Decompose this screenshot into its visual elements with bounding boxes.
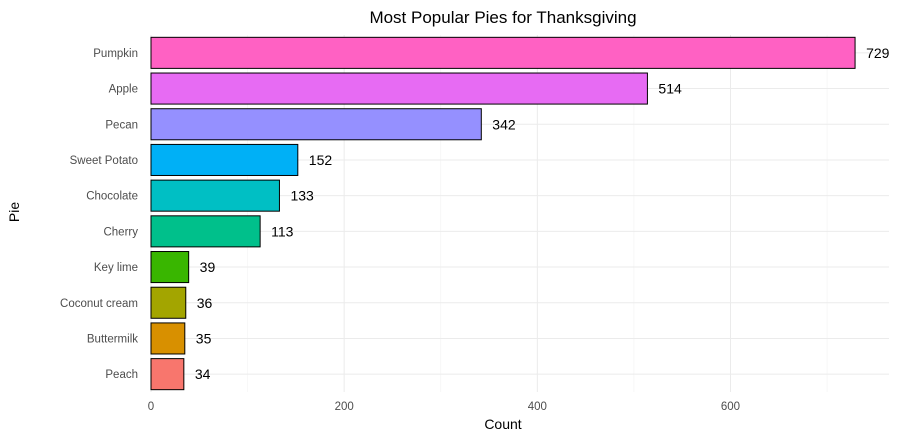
y-tick-label: Coconut cream — [60, 298, 138, 310]
bar-buttermilk — [150, 322, 186, 355]
data-label: 39 — [200, 259, 216, 275]
x-tick-label: 400 — [528, 401, 547, 413]
data-label: 35 — [196, 330, 212, 346]
chart-title: Most Popular Pies for Thanksgiving — [369, 8, 636, 27]
data-label: 36 — [197, 295, 213, 311]
y-axis-title: Pie — [6, 202, 22, 222]
x-tick-label: 0 — [148, 401, 154, 413]
y-tick-label: Chocolate — [86, 191, 138, 203]
data-label: 152 — [309, 152, 333, 168]
data-label: 514 — [658, 81, 682, 97]
bar-pecan — [150, 108, 482, 141]
y-tick-label: Key lime — [94, 262, 138, 274]
x-axis-title: Count — [484, 416, 521, 432]
y-tick-label: Sweet Potato — [70, 155, 138, 167]
data-label: 729 — [866, 45, 890, 61]
x-tick-label: 600 — [721, 401, 740, 413]
bar-sweet-potato — [150, 143, 299, 176]
bar-pumpkin — [150, 36, 856, 69]
data-labels: 729 514 342 152 133 113 39 36 35 34 — [195, 45, 890, 382]
bar-peach — [150, 358, 185, 391]
bars — [150, 36, 856, 391]
bar-chocolate — [150, 179, 280, 212]
x-tick-label: 200 — [335, 401, 354, 413]
y-tick-label: Pumpkin — [93, 48, 138, 60]
bar-cherry — [150, 215, 261, 248]
data-label: 113 — [271, 223, 294, 239]
bar-key-lime — [150, 251, 190, 284]
data-label: 133 — [290, 188, 314, 204]
y-tick-label: Cherry — [103, 226, 138, 238]
y-tick-label: Pecan — [105, 119, 138, 131]
y-axis-tick-labels: Pumpkin Apple Pecan Sweet Potato Chocolate Ch… — [60, 48, 138, 381]
data-label: 34 — [195, 366, 211, 382]
x-axis-tick-labels: 0 200 400 600 — [148, 401, 740, 413]
y-tick-label: Buttermilk — [87, 333, 138, 345]
y-tick-label: Apple — [109, 84, 138, 96]
bar-coconut-cream — [150, 286, 187, 319]
data-label: 342 — [492, 116, 516, 132]
y-tick-label: Peach — [105, 369, 138, 381]
bar-apple — [150, 72, 648, 105]
